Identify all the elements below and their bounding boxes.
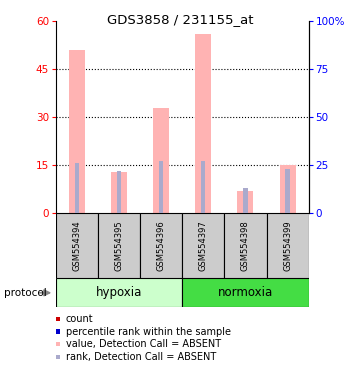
Text: protocol: protocol — [4, 288, 46, 298]
Text: value, Detection Call = ABSENT: value, Detection Call = ABSENT — [66, 339, 221, 349]
Bar — [279, 165, 296, 213]
Bar — [182, 213, 225, 278]
Bar — [159, 161, 163, 213]
Text: GSM554394: GSM554394 — [73, 220, 82, 271]
Text: count: count — [66, 314, 93, 324]
Text: GSM554398: GSM554398 — [241, 220, 250, 271]
Bar — [243, 188, 248, 213]
Bar — [238, 191, 253, 213]
Bar — [56, 213, 98, 278]
Bar — [266, 213, 309, 278]
Text: normoxia: normoxia — [218, 286, 273, 299]
Bar — [98, 213, 140, 278]
Bar — [182, 278, 309, 307]
Text: hypoxia: hypoxia — [96, 286, 142, 299]
Bar — [225, 213, 266, 278]
Bar — [195, 34, 211, 213]
Bar — [117, 171, 121, 213]
Text: rank, Detection Call = ABSENT: rank, Detection Call = ABSENT — [66, 352, 216, 362]
Text: GDS3858 / 231155_at: GDS3858 / 231155_at — [107, 13, 254, 26]
Bar — [69, 50, 85, 213]
Text: GSM554397: GSM554397 — [199, 220, 208, 271]
Text: GSM554395: GSM554395 — [115, 220, 123, 271]
Bar — [140, 213, 182, 278]
Text: GSM554399: GSM554399 — [283, 220, 292, 271]
Text: percentile rank within the sample: percentile rank within the sample — [66, 326, 231, 336]
Bar — [201, 161, 205, 213]
Bar — [286, 169, 290, 213]
Text: GSM554396: GSM554396 — [157, 220, 166, 271]
Bar — [153, 108, 169, 213]
Bar — [111, 172, 127, 213]
Bar — [56, 278, 182, 307]
Bar — [75, 163, 79, 213]
